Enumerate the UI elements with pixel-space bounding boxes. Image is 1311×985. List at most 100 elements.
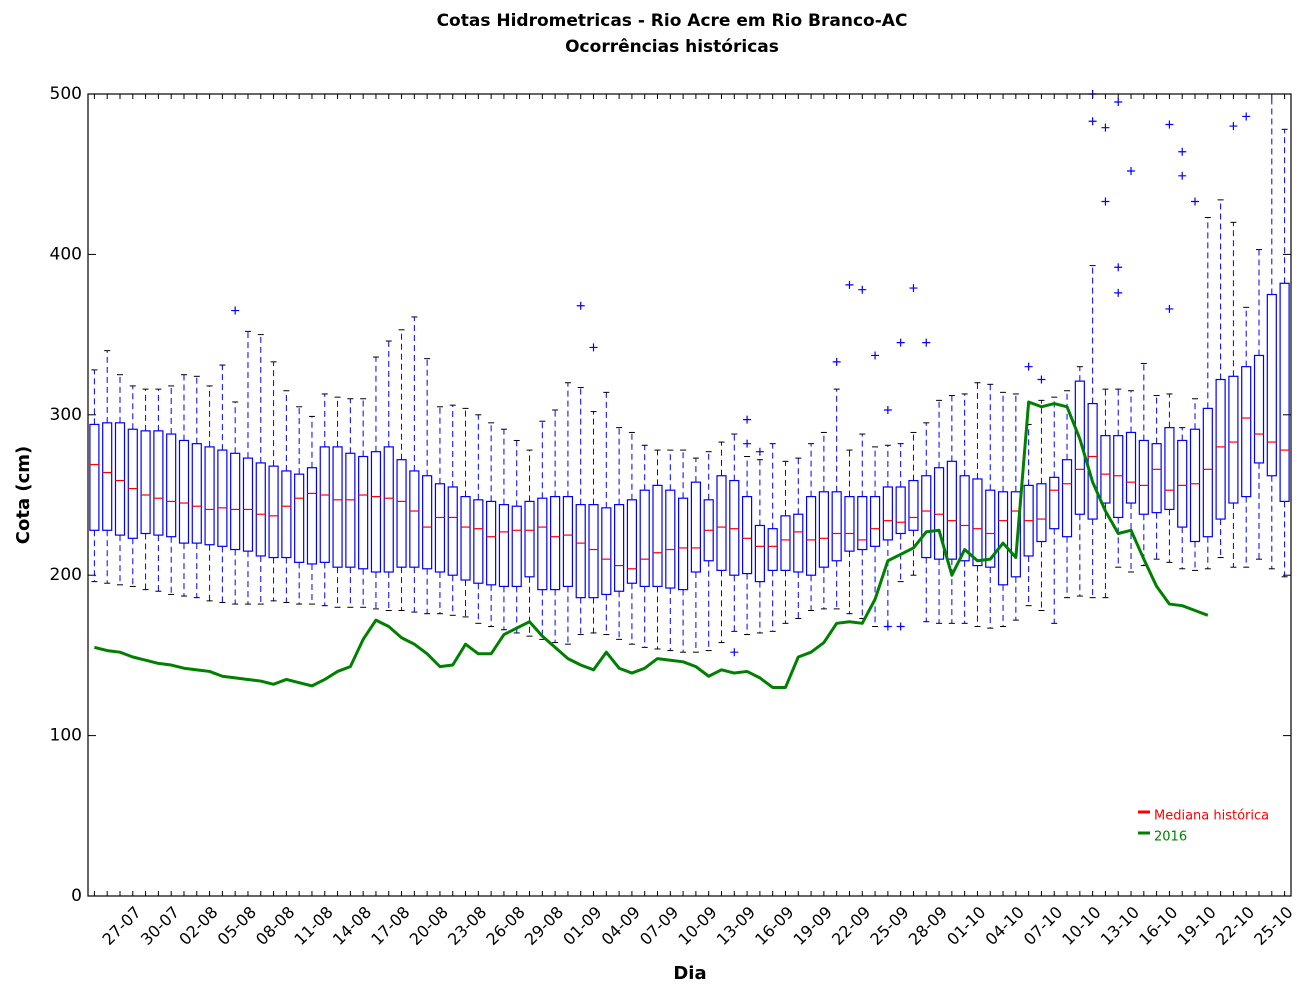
outlier [1165,304,1174,313]
box [985,489,996,568]
outlier [755,447,764,456]
box [89,423,100,531]
box [102,422,113,531]
box [805,496,817,576]
box [1125,431,1137,504]
outlier [909,284,918,293]
box [857,496,868,551]
box [255,462,266,557]
x-tick-label: 27-07 [98,903,144,949]
box [358,455,369,570]
box [460,496,471,581]
box [716,475,727,571]
box [678,497,689,591]
outlier [1114,263,1123,272]
outlier [1088,117,1097,126]
box [114,422,126,536]
box [946,460,957,560]
box [1164,427,1175,511]
box [345,452,356,568]
box [191,443,202,544]
x-tick-label: 22-10 [1212,903,1258,949]
box [434,483,446,573]
outlier [1024,362,1033,371]
outlier [1178,147,1187,156]
outlier [1178,171,1187,180]
box [895,486,906,535]
box [204,446,215,546]
box [1049,476,1060,530]
x-tick-label: 02-08 [175,903,221,949]
outlier [858,285,867,294]
x-tick-label: 17-08 [367,903,413,949]
box [537,497,548,591]
box [831,491,842,562]
y-tick-label: 200 [50,565,82,585]
x-tick-label: 19-09 [790,903,836,949]
box [1100,435,1111,504]
outlier [1101,123,1110,132]
x-tick-label: 04-10 [982,903,1028,949]
box [1266,293,1277,477]
box [127,428,138,539]
box [933,467,945,560]
outlier [576,301,585,310]
x-tick-label: 01-10 [943,903,989,949]
x-tick-label: 20-08 [406,903,452,949]
x-axis-label: Dia [673,963,706,984]
box [1241,366,1252,498]
box [959,475,970,562]
outlier [1165,120,1174,129]
box [588,504,599,599]
box [997,491,1009,586]
y-tick-label: 300 [50,405,82,425]
box [780,515,791,571]
x-tick-label: 28-09 [905,903,951,949]
box [690,481,701,573]
box [767,528,778,571]
y-tick-label: 500 [50,84,82,104]
plot-frame [87,93,1292,897]
x-tick-label: 13-09 [713,903,759,949]
x-tick-label: 04-09 [598,903,644,949]
box [921,475,932,559]
box [153,430,164,536]
chart-title: Cotas Hidrometricas - Rio Acre em Rio Br… [437,11,908,31]
outlier [231,306,240,315]
box [306,467,318,565]
x-tick-label: 25-09 [866,903,912,949]
box [908,479,919,531]
outlier [743,415,752,424]
box [741,496,753,575]
box [268,465,279,559]
box [869,496,881,547]
y-tick-label: 400 [50,244,82,264]
box [370,451,382,573]
outlier [1037,375,1046,384]
box [486,500,497,586]
box [1010,491,1021,578]
box [473,499,484,584]
box [178,439,190,544]
box [242,457,254,552]
x-tick-label: 10-09 [674,903,720,949]
outlier [589,343,598,352]
box [1189,428,1201,543]
box [729,479,740,576]
outlier [730,648,739,657]
y-tick-label: 100 [50,726,82,746]
x-tick-label: 07-09 [636,903,682,949]
box [601,507,612,596]
x-tick-label: 08-08 [252,903,298,949]
box [626,499,638,584]
box [294,473,305,563]
box [498,504,510,588]
x-tick-label: 26-08 [482,903,528,949]
outlier [883,405,892,414]
legend-label: 2016 [1154,830,1187,845]
box [230,452,241,551]
box [639,489,650,588]
outlier [922,338,931,347]
box [1215,378,1226,520]
